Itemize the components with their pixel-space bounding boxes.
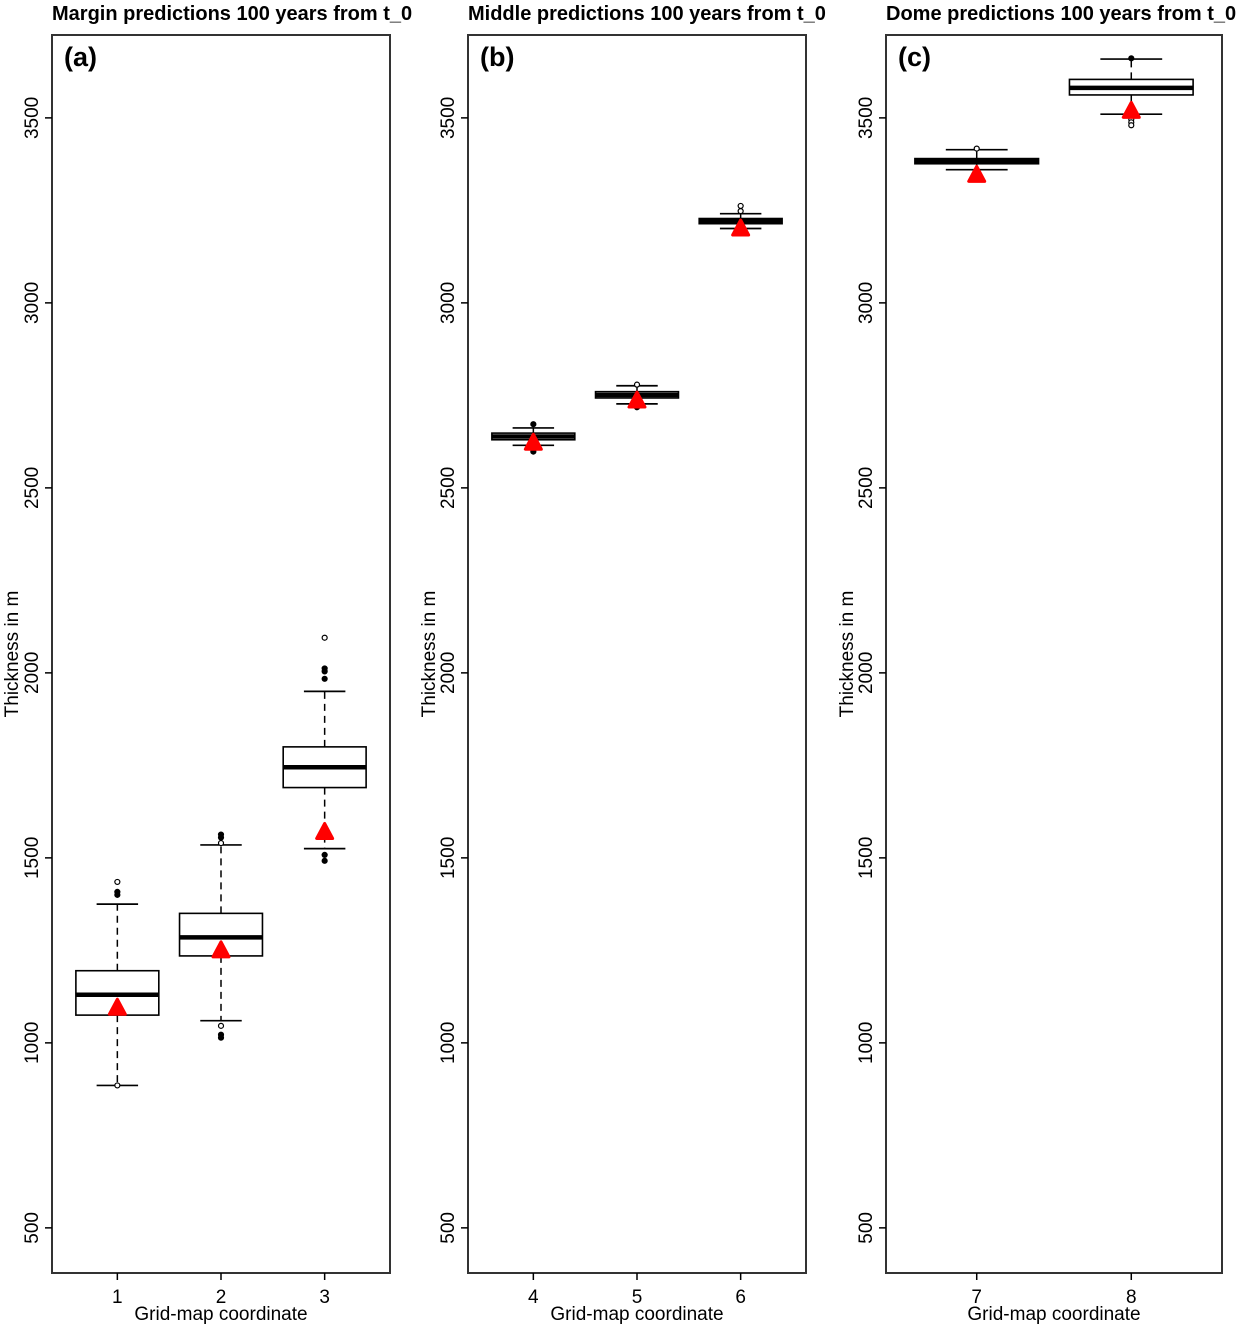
y-tick-label: 2500 — [856, 467, 877, 509]
y-tick-label: 3500 — [856, 97, 877, 139]
true-value-marker — [1121, 100, 1141, 119]
outlier-point — [217, 839, 225, 847]
outlier-point — [973, 145, 980, 152]
boxplot-6 — [698, 202, 783, 237]
x-tick-label: 2 — [216, 1287, 227, 1308]
y-tick-label: 500 — [856, 1212, 877, 1244]
panel-a-letter: (a) — [64, 42, 97, 72]
true-value-marker — [627, 390, 647, 409]
outlier-point — [321, 634, 328, 641]
plot-border — [51, 34, 391, 1274]
x-tick-label: 4 — [528, 1287, 539, 1308]
y-tick-label: 3000 — [22, 282, 43, 324]
outlier-point — [114, 878, 121, 886]
true-value-marker — [107, 997, 127, 1016]
outlier-point — [737, 208, 744, 215]
panel-b-letter: (b) — [480, 42, 515, 72]
outlier-point — [1128, 55, 1135, 62]
y-tick-label: 500 — [438, 1212, 459, 1244]
boxplot-1 — [75, 878, 160, 1089]
outlier-point — [321, 857, 328, 864]
true-value-marker — [315, 821, 335, 840]
outlier-point — [114, 891, 121, 898]
panel-c: 500 1000 1500 2000 2500 3000 3500 7 8 — [856, 34, 1223, 1308]
outlier-point — [217, 1022, 225, 1029]
y-tick-label: 1500 — [856, 837, 877, 879]
true-value-marker — [967, 164, 987, 183]
outlier-point — [217, 1034, 225, 1041]
outlier-point — [217, 834, 225, 841]
boxplot-8 — [1068, 55, 1194, 129]
panel-c-title: Dome predictions 100 years from t_0 — [886, 3, 1237, 25]
y-tick-label: 1000 — [22, 1022, 43, 1064]
panel-c-x-axis-title: Grid-map coordinate — [967, 1304, 1141, 1325]
x-tick-label: 1 — [112, 1287, 123, 1308]
outlier-point — [114, 1082, 121, 1089]
y-tick-label: 2500 — [438, 467, 459, 509]
panel-a-x-axis-title: Grid-map coordinate — [134, 1304, 308, 1325]
x-tick-label: 3 — [319, 1287, 330, 1308]
boxplot-4 — [491, 421, 576, 455]
y-tick-label: 2000 — [22, 652, 43, 694]
y-tick-label: 1500 — [438, 837, 459, 879]
y-tick-label: 3000 — [438, 282, 459, 324]
panel-c-letter: (c) — [898, 42, 931, 72]
outlier-point — [633, 381, 641, 388]
boxplot-5 — [594, 381, 680, 411]
x-tick-label: 7 — [971, 1287, 982, 1308]
outlier-point — [1128, 122, 1135, 129]
panel-a-y-axis-title: Thickness in m — [2, 590, 23, 718]
boxplot-7 — [914, 145, 1040, 183]
boxplot-3 — [282, 634, 367, 864]
true-value-marker — [523, 432, 543, 451]
panel-b-title: Middle predictions 100 years from t_0 — [468, 3, 826, 25]
y-tick-label: 3500 — [22, 97, 43, 139]
panel-a: 500 1000 1500 2000 2500 3000 3500 1 2 3 — [22, 34, 391, 1308]
y-tick-label: 1000 — [438, 1022, 459, 1064]
x-tick-label: 6 — [735, 1287, 746, 1308]
y-tick-label: 2500 — [22, 467, 43, 509]
outlier-point — [321, 668, 328, 675]
panel-b: 500 1000 1500 2000 2500 3000 3500 4 5 6 — [438, 34, 807, 1308]
y-tick-label: 500 — [22, 1212, 43, 1244]
true-value-marker — [731, 218, 751, 237]
panel-c-y-axis-title: Thickness in m — [837, 590, 858, 718]
outlier-point — [321, 851, 328, 859]
panel-b-x-axis-title: Grid-map coordinate — [550, 1304, 724, 1325]
y-tick-label: 2000 — [856, 652, 877, 694]
panel-a-title: Margin predictions 100 years from t_0 — [52, 3, 413, 25]
outlier-point — [530, 421, 537, 428]
y-tick-label: 2000 — [438, 652, 459, 694]
y-tick-label: 1000 — [856, 1022, 877, 1064]
outlier-point — [321, 675, 328, 682]
y-tick-label: 3000 — [856, 282, 877, 324]
boxplot-2 — [178, 831, 264, 1041]
y-tick-label: 3500 — [438, 97, 459, 139]
x-tick-label: 5 — [632, 1287, 643, 1308]
plot-border — [885, 34, 1223, 1274]
x-tick-label: 8 — [1126, 1287, 1137, 1308]
y-tick-label: 1500 — [22, 837, 43, 879]
outlier-point — [737, 202, 744, 210]
true-value-marker — [211, 940, 231, 959]
panel-b-y-axis-title: Thickness in m — [419, 590, 440, 718]
